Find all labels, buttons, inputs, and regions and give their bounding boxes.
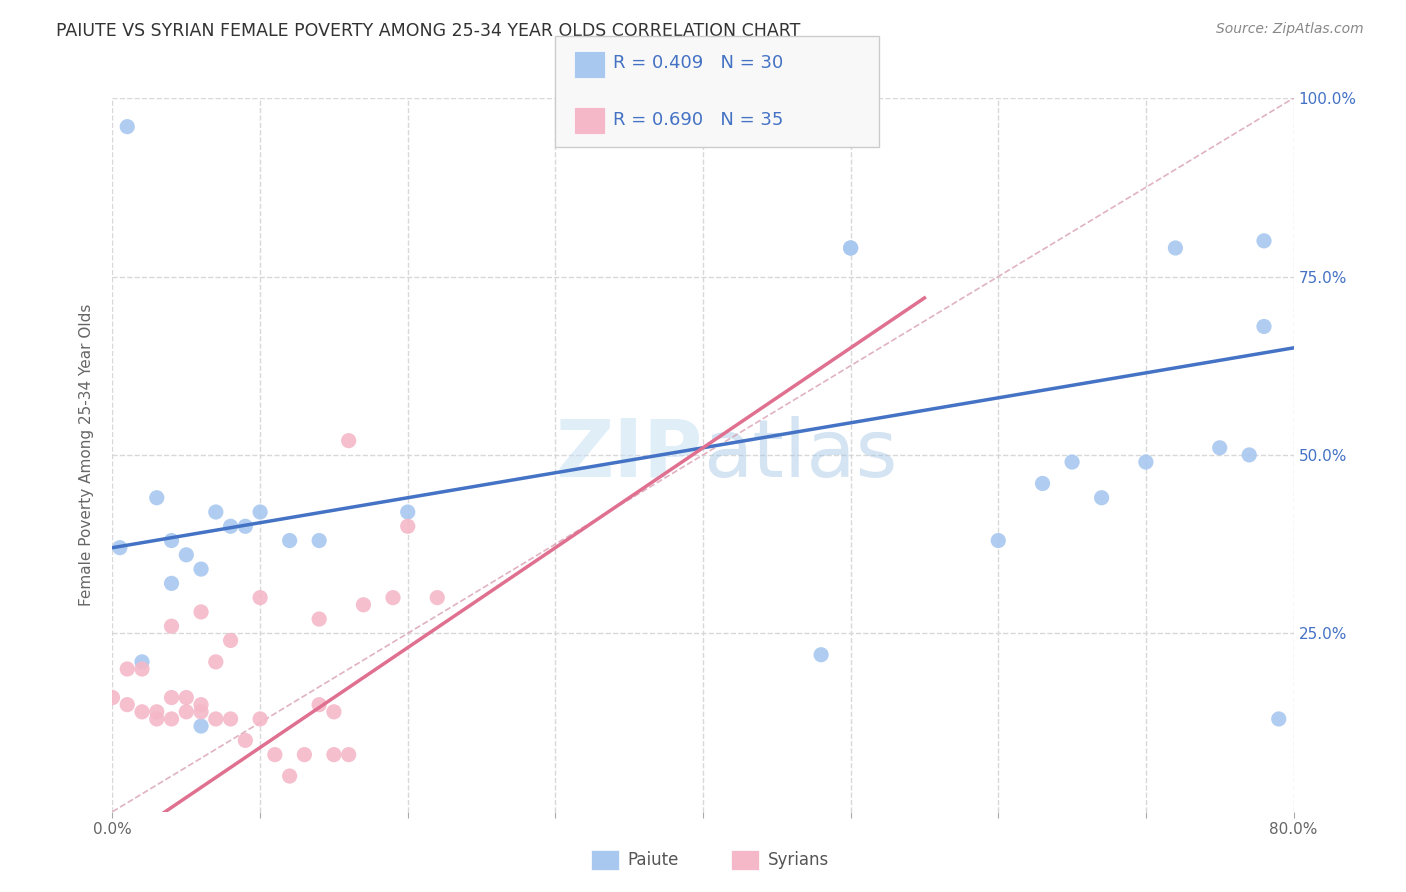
Point [160, 576, 183, 591]
Point [1253, 234, 1275, 248]
Point [337, 434, 360, 448]
Point [308, 612, 330, 626]
Point [205, 712, 228, 726]
Point [174, 690, 197, 705]
Point [146, 705, 169, 719]
Text: PAIUTE VS SYRIAN FEMALE POVERTY AMONG 25-34 YEAR OLDS CORRELATION CHART: PAIUTE VS SYRIAN FEMALE POVERTY AMONG 25… [56, 22, 800, 40]
Point [249, 505, 271, 519]
Point [308, 533, 330, 548]
Point [219, 712, 242, 726]
Point [190, 719, 212, 733]
Point [190, 562, 212, 576]
Point [278, 769, 301, 783]
Point [1239, 448, 1261, 462]
Point [352, 598, 374, 612]
Point [219, 633, 242, 648]
Point [174, 548, 197, 562]
Point [308, 698, 330, 712]
Point [1091, 491, 1114, 505]
Point [190, 705, 212, 719]
Point [249, 591, 271, 605]
Point [987, 533, 1010, 548]
Point [205, 505, 228, 519]
Point [1268, 712, 1291, 726]
Point [1032, 476, 1054, 491]
Point [323, 747, 346, 762]
Point [1208, 441, 1232, 455]
Point [117, 662, 138, 676]
Text: Source: ZipAtlas.com: Source: ZipAtlas.com [1216, 22, 1364, 37]
Text: R = 0.409   N = 30: R = 0.409 N = 30 [613, 54, 783, 72]
Point [101, 690, 124, 705]
Point [190, 605, 212, 619]
Point [323, 705, 346, 719]
Point [174, 705, 197, 719]
Point [1253, 319, 1275, 334]
Text: Syrians: Syrians [768, 851, 830, 869]
Point [1164, 241, 1187, 255]
Point [233, 519, 256, 533]
Point [839, 241, 862, 255]
Point [810, 648, 832, 662]
Point [108, 541, 131, 555]
Point [382, 591, 405, 605]
Point [1062, 455, 1084, 469]
Point [233, 733, 256, 747]
Text: R = 0.690   N = 35: R = 0.690 N = 35 [613, 112, 783, 129]
Point [160, 533, 183, 548]
Text: atlas: atlas [703, 416, 897, 494]
Point [131, 662, 153, 676]
Point [160, 690, 183, 705]
Point [146, 712, 169, 726]
Point [160, 619, 183, 633]
Point [117, 120, 138, 134]
Point [396, 519, 419, 533]
Point [278, 533, 301, 548]
Point [131, 705, 153, 719]
Point [160, 712, 183, 726]
Text: Paiute: Paiute [627, 851, 679, 869]
Point [131, 655, 153, 669]
Point [1135, 455, 1157, 469]
Point [264, 747, 287, 762]
Point [117, 698, 138, 712]
Point [190, 698, 212, 712]
Y-axis label: Female Poverty Among 25-34 Year Olds: Female Poverty Among 25-34 Year Olds [79, 304, 94, 606]
Point [396, 505, 419, 519]
Point [146, 491, 169, 505]
Point [205, 655, 228, 669]
Point [839, 241, 862, 255]
Text: ZIP: ZIP [555, 416, 703, 494]
Point [337, 747, 360, 762]
Point [426, 591, 449, 605]
Point [292, 747, 315, 762]
Point [219, 519, 242, 533]
Point [249, 712, 271, 726]
